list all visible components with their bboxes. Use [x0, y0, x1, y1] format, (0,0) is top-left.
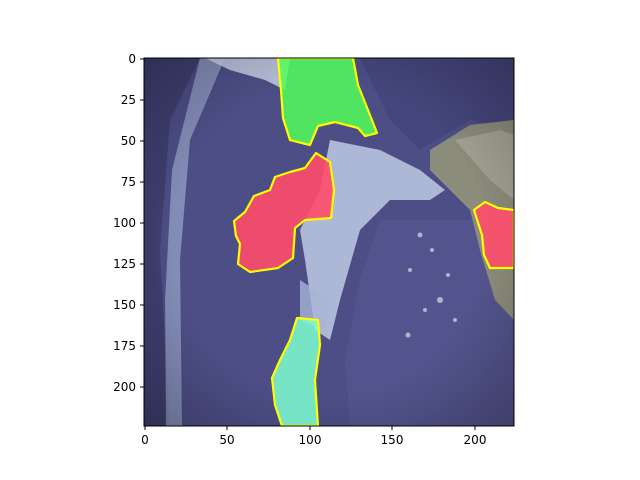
y-tick-label: 200: [113, 380, 136, 394]
y-tick-label: 125: [113, 257, 136, 271]
y-axis: 0 25 50 75 100 125 150 175 200: [113, 52, 144, 394]
x-tick-label: 100: [299, 433, 322, 447]
y-tick-label: 0: [128, 52, 136, 66]
x-tick-label: 50: [219, 433, 234, 447]
x-tick-label: 200: [464, 433, 487, 447]
y-tick-label: 150: [113, 298, 136, 312]
x-tick-label: 0: [141, 433, 149, 447]
x-tick-label: 150: [381, 433, 404, 447]
red-region-left: [232, 151, 336, 274]
y-tick-label: 25: [121, 93, 136, 107]
red-region-right: [472, 200, 514, 270]
green-region: [276, 58, 379, 147]
x-axis: 0 50 100 150 200: [141, 426, 486, 447]
y-tick-label: 50: [121, 134, 136, 148]
y-tick-label: 100: [113, 216, 136, 230]
y-tick-label: 75: [121, 175, 136, 189]
y-tick-label: 175: [113, 339, 136, 353]
cyan-region: [270, 316, 322, 426]
axes-frame: [143, 57, 515, 427]
